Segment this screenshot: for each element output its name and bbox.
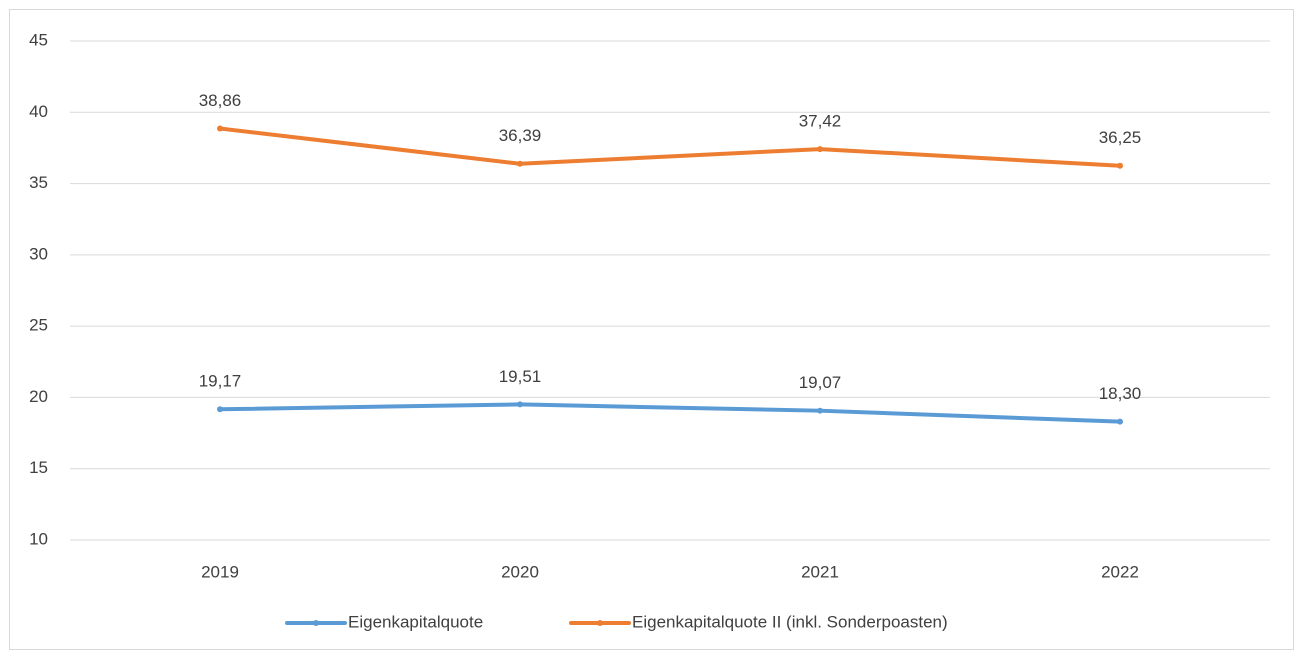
data-label: 19,17	[199, 372, 242, 391]
x-tick-label: 2020	[501, 562, 539, 581]
data-label: 38,86	[199, 91, 242, 110]
point	[817, 146, 823, 153]
point	[1117, 418, 1123, 425]
y-tick-label: 40	[29, 102, 48, 121]
y-tick-label: 45	[29, 30, 48, 49]
series-line	[218, 126, 1122, 168]
x-tick-label: 2021	[801, 562, 839, 581]
y-tick-label: 30	[29, 244, 48, 263]
legend-label: Eigenkapitalquote	[348, 612, 483, 631]
y-tick-label: 20	[29, 387, 48, 406]
point	[217, 125, 223, 132]
series-line	[218, 402, 1122, 424]
data-label: 37,42	[799, 112, 842, 131]
y-tick-label: 10	[29, 529, 48, 548]
data-label: 18,30	[1099, 384, 1142, 403]
chart-frame	[9, 9, 1294, 650]
x-tick-label: 2022	[1101, 562, 1139, 581]
y-tick-label: 25	[29, 316, 48, 335]
point	[217, 406, 223, 413]
point	[1117, 162, 1123, 169]
y-tick-label: 35	[29, 173, 48, 192]
data-label: 36,25	[1099, 128, 1142, 147]
legend-marker	[597, 620, 603, 626]
y-tick-label: 15	[29, 458, 48, 477]
x-tick-label: 2019	[201, 562, 239, 581]
point	[817, 407, 823, 414]
point	[517, 401, 523, 408]
data-label: 19,51	[499, 367, 542, 386]
point	[517, 160, 523, 167]
legend-label: Eigenkapitalquote II (inkl. Sonderpoaste…	[632, 612, 948, 631]
data-label: 19,07	[799, 373, 842, 392]
data-label: 36,39	[499, 126, 542, 145]
legend-marker	[313, 620, 319, 626]
